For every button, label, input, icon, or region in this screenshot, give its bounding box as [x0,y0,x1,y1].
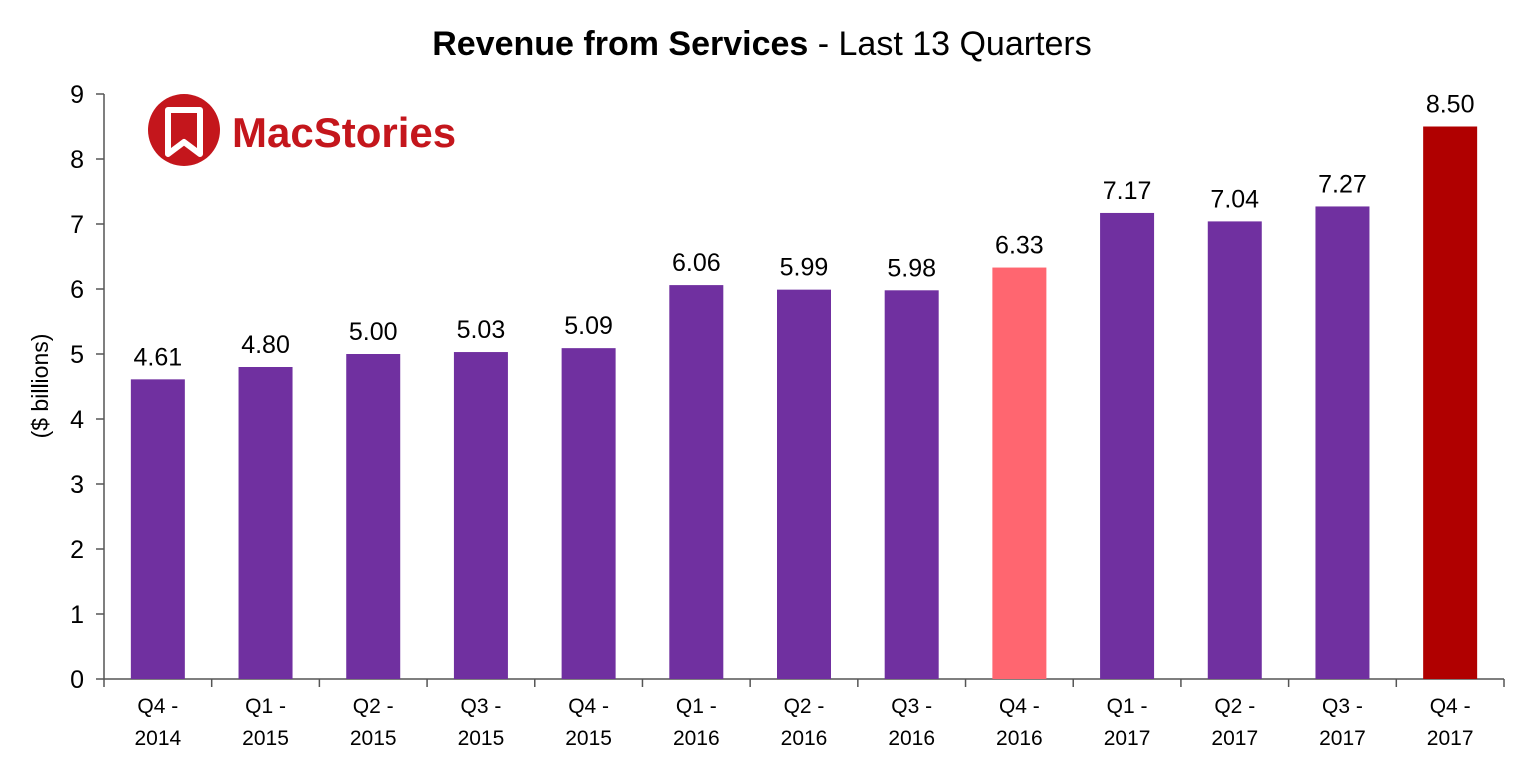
y-tick-label: 4 [70,406,84,434]
x-axis: Q4 - 2014 Q1 - 2015 Q2 - 2015 Q3 - 2015 Q4 - 2015… [103,678,1505,750]
macstories-logo: MacStories [148,94,456,166]
data-label: 4.80 [241,331,290,359]
chart-title-rest: - Last 13 Quarters [808,25,1091,63]
data-label: 7.04 [1210,185,1259,213]
bar [453,352,508,679]
bar [1100,212,1155,679]
bar [561,348,616,679]
data-label: 5.00 [349,318,398,346]
y-tick-label: 6 [70,276,84,304]
y-tick-label: 2 [70,536,84,564]
x-tick-label-year: 2015 [242,727,289,750]
data-label: 4.61 [134,343,183,371]
bookmark-icon [165,107,203,157]
x-tick-label-year: 2016 [781,727,828,750]
data-label: 6.06 [672,249,721,277]
logo-circle [148,94,220,166]
x-tick-label-year: 2016 [673,727,720,750]
bar [238,367,293,679]
bar [1207,221,1262,679]
x-tick-label-quarter: Q1 - [245,695,286,718]
x-tick-label-quarter: Q3 - [1322,695,1363,718]
data-label: 8.50 [1426,91,1475,119]
bar [130,379,185,679]
data-label: 5.03 [457,316,506,344]
bar [1423,126,1478,679]
bar [669,285,724,679]
data-label: 5.99 [780,254,829,282]
x-tick-label-year: 2014 [134,727,181,750]
x-tick-label-year: 2017 [1211,727,1258,750]
x-tick-label-quarter: Q4 - [568,695,609,718]
x-tick-label-quarter: Q3 - [891,695,932,718]
y-tick-label: 9 [70,81,84,109]
x-tick-label-quarter: Q2 - [1214,695,1255,718]
data-label: 6.33 [995,232,1044,260]
chart-title: Revenue from Services - Last 13 Quarters [432,25,1092,63]
x-tick-label-quarter: Q4 - [1430,695,1471,718]
x-tick-label-quarter: Q3 - [461,695,502,718]
x-tick-label-quarter: Q4 - [137,695,178,718]
x-tick-label-year: 2015 [458,727,505,750]
x-tick-label-year: 2015 [350,727,397,750]
y-axis: 0 1 2 3 4 5 6 7 8 9 [70,81,105,694]
y-tick-label: 0 [70,666,84,694]
data-label: 5.09 [564,312,613,340]
bar [346,354,401,679]
bar [884,290,939,679]
bar [777,289,831,679]
x-tick-label-year: 2017 [1427,727,1474,750]
x-tick-label-quarter: Q1 - [676,695,717,718]
x-tick-label-year: 2017 [1319,727,1366,750]
x-tick-label-quarter: Q2 - [353,695,394,718]
bar [1315,206,1370,679]
data-label: 5.98 [887,254,936,282]
bar [992,267,1047,679]
x-tick-label-year: 2016 [996,727,1043,750]
chart-title-bold: Revenue from Services [432,25,808,63]
x-tick-label-year: 2017 [1104,727,1151,750]
y-tick-label: 7 [70,211,84,239]
y-tick-label: 3 [70,471,84,499]
x-tick-label-quarter: Q2 - [784,695,825,718]
x-tick-label-year: 2015 [565,727,612,750]
x-tick-label-quarter: Q4 - [999,695,1040,718]
y-tick-label: 1 [70,601,84,629]
x-tick-label-year: 2016 [888,727,935,750]
value-labels: 4.61 4.80 5.00 5.03 5.09 6.06 5.99 5.98 6.33 7.17… [134,91,1475,372]
y-tick-label: 8 [70,146,84,174]
data-label: 7.17 [1103,177,1152,205]
logo-text: MacStories [232,109,456,156]
data-label: 7.27 [1318,170,1367,198]
y-tick-label: 5 [70,341,84,369]
x-tick-label-quarter: Q1 - [1107,695,1148,718]
y-axis-label: ($ billions) [27,334,53,439]
bars [130,126,1478,679]
